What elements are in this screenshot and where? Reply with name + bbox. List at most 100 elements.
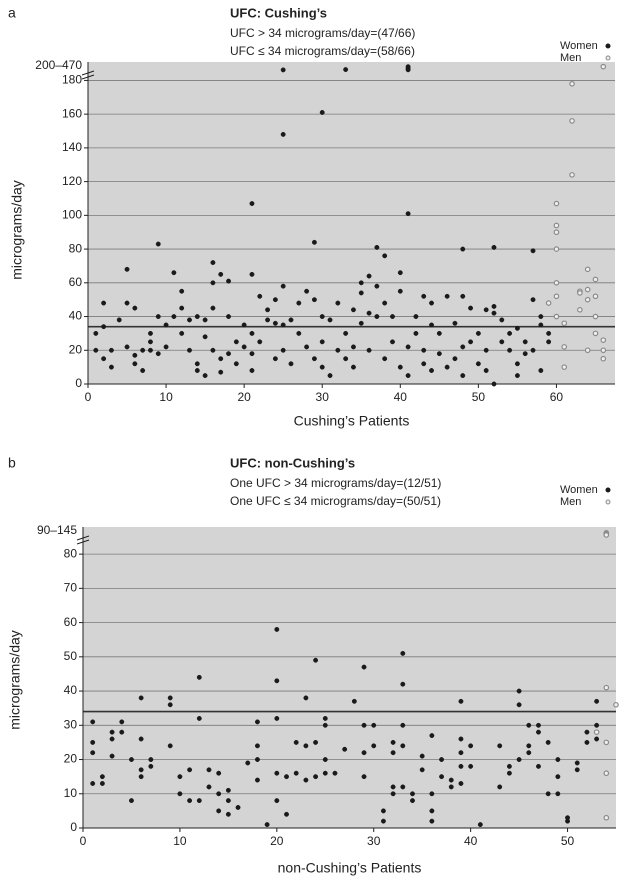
data-point (254, 757, 260, 762)
data-point (460, 344, 466, 350)
data-point (600, 337, 607, 343)
data-point (536, 729, 541, 735)
data-point (448, 784, 454, 790)
data-point (400, 784, 406, 790)
y-tick-label: 140 (62, 140, 82, 154)
legend-marker (605, 487, 611, 493)
data-point (129, 798, 134, 804)
data-point (311, 356, 317, 362)
data-point (196, 715, 202, 721)
data-point (313, 657, 319, 663)
data-point (90, 739, 96, 745)
x-axis-label: non-Cushing’s Patients (278, 860, 422, 876)
y-tick-label: 0 (70, 820, 77, 834)
data-point (257, 339, 263, 345)
data-point (210, 347, 216, 353)
data-point (109, 736, 115, 742)
data-point (202, 317, 208, 323)
y-tick-label: 100 (62, 208, 82, 222)
data-point (194, 314, 200, 319)
data-point (254, 719, 260, 725)
x-tick-label: 10 (159, 390, 173, 404)
data-point (421, 293, 427, 299)
data-point (491, 310, 497, 316)
data-point (405, 211, 411, 217)
data-point (561, 364, 568, 370)
data-point (429, 300, 434, 306)
data-point (400, 743, 406, 749)
chart-title: UFC: non-Cushing’s (230, 455, 355, 470)
legend-marker (605, 55, 611, 61)
data-point (284, 811, 289, 817)
data-point (600, 355, 607, 362)
data-point (555, 791, 561, 797)
data-point (553, 222, 560, 229)
data-point (148, 339, 153, 345)
legend-label: Men (560, 52, 581, 64)
data-point (249, 330, 255, 336)
data-point (530, 297, 536, 303)
data-point (319, 110, 325, 115)
break-label: 200–470 (35, 58, 82, 72)
data-point (163, 344, 169, 350)
x-tick-label: 60 (550, 390, 564, 404)
axis-break-mark (81, 74, 95, 80)
data-point (526, 743, 532, 749)
data-point (90, 750, 96, 756)
plot-area (83, 527, 616, 828)
data-point (322, 722, 328, 728)
data-point (516, 702, 522, 708)
data-point (124, 266, 130, 272)
data-point (206, 784, 212, 790)
data-point (280, 131, 286, 137)
data-point (254, 777, 260, 783)
data-point (429, 808, 435, 814)
data-point (194, 368, 200, 373)
legend-marker (605, 43, 611, 49)
data-point (506, 770, 512, 776)
data-point (361, 722, 367, 728)
x-tick-label: 40 (394, 390, 408, 404)
data-point (322, 757, 328, 762)
data-point (592, 293, 599, 300)
data-point (138, 767, 144, 773)
data-point (600, 63, 607, 70)
data-point (274, 626, 280, 632)
data-point (245, 760, 251, 766)
data-point (210, 305, 216, 311)
data-point (358, 280, 364, 286)
data-point (280, 347, 286, 353)
panel-label: b (8, 455, 16, 471)
data-point (177, 774, 183, 780)
subtitle: One UFC > 34 micrograms/day=(12/51) (230, 476, 441, 490)
data-point (410, 798, 415, 804)
data-point (421, 347, 427, 353)
data-point (129, 757, 134, 762)
y-tick-label: 60 (64, 615, 78, 629)
data-point (361, 664, 367, 670)
data-point (499, 317, 505, 323)
data-point (226, 351, 231, 357)
data-point (148, 763, 154, 769)
data-point (419, 753, 425, 759)
data-point (319, 364, 325, 370)
data-point (155, 351, 161, 357)
data-point (216, 791, 222, 797)
data-point (477, 822, 483, 828)
data-point (516, 757, 522, 762)
data-point (553, 293, 560, 300)
data-point (538, 322, 544, 328)
data-point (206, 767, 212, 773)
data-point (148, 757, 154, 762)
panel-label: a (8, 5, 16, 21)
data-point (458, 781, 464, 786)
data-point (124, 344, 130, 350)
data-point (382, 253, 388, 259)
data-point (468, 743, 474, 749)
data-point (421, 361, 427, 367)
data-point (138, 774, 144, 780)
data-point (249, 351, 255, 357)
y-tick-label: 120 (62, 174, 82, 188)
y-tick-label: 30 (64, 717, 78, 731)
data-point (210, 260, 216, 266)
